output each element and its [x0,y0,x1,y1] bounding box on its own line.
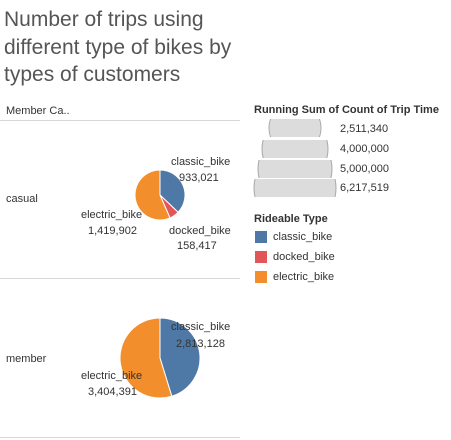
pie-chart-area: classic_bike 933,021 electric_bike 1,419… [81,156,231,399]
pie-slice-member-classic-bike[interactable] [159,317,201,397]
legend-label-electric-bike: electric_bike [273,271,335,284]
value-casual-classic-bike: 933,021 [179,172,219,184]
size-legend-title: Running Sum of Count of Trip Time [254,104,439,116]
legend-swatch-classic-bike [255,231,267,244]
legend-item-classic-bike[interactable]: classic_bike [255,231,332,245]
pie-slice-casual-electric-bike[interactable] [134,169,171,221]
size-legend-value-4: 6,217,519 [340,182,389,194]
header-divider [0,120,240,121]
legend-item-electric-bike[interactable]: electric_bike [255,271,334,285]
pie-slice-casual-classic-bike[interactable] [159,169,186,213]
size-legend-shape-1 [268,119,322,137]
label-casual-docked-bike: docked_bike [169,225,231,237]
legend-label-docked-bike: docked_bike [273,251,335,264]
size-legend-value-1: 2,511,340 [340,123,389,135]
label-member-classic-bike: classic_bike [171,321,230,333]
row-label-casual: casual [6,193,38,205]
label-casual-electric-bike: electric_bike [81,209,142,221]
bottom-divider [0,437,240,438]
legend-item-docked-bike[interactable]: docked_bike [255,251,335,265]
column-header-member-casual[interactable]: Member Ca.. [6,105,70,117]
label-member-electric-bike: electric_bike [81,370,142,382]
value-member-electric-bike: 3,404,391 [88,386,137,398]
legend-label-classic-bike: classic_bike [273,231,333,244]
pie-casual[interactable] [134,169,186,221]
row-divider [0,278,240,279]
color-legend-title: Rideable Type [254,213,328,225]
size-legend-value-2: 4,000,000 [340,143,389,155]
size-legend-shape-3 [257,160,333,178]
value-member-classic-bike: 2,813,128 [176,338,225,350]
row-label-member: member [6,353,47,365]
pie-slice-member-electric-bike[interactable] [119,317,173,399]
label-casual-classic-bike: classic_bike [171,156,230,168]
legend-swatch-docked-bike [255,251,267,264]
size-legend-shape-4 [253,179,337,197]
size-legend-value-3: 5,000,000 [340,163,389,175]
legend-swatch-electric-bike [255,271,267,284]
pie-member[interactable] [119,317,201,399]
value-casual-electric-bike: 1,419,902 [88,225,137,237]
size-legend-shape-2 [261,140,329,158]
value-casual-docked-bike: 158,417 [177,240,217,252]
size-legend-shapes [253,119,337,197]
chart-title: Number of trips using different type of … [4,8,232,86]
